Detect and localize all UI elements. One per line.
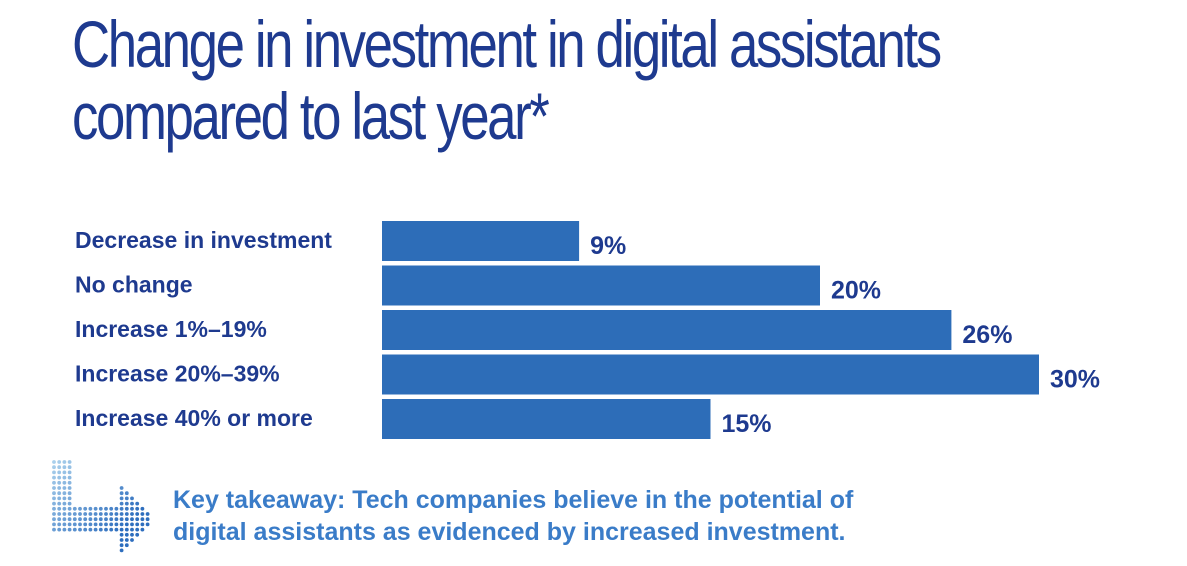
value-label: 26%	[962, 321, 1012, 349]
value-label: 9%	[590, 232, 626, 260]
key-takeaway-line-1: Key takeaway: Tech companies believe in …	[173, 486, 854, 514]
value-label: 20%	[831, 277, 881, 305]
bar	[382, 310, 952, 350]
category-label: Increase 40% or more	[75, 405, 313, 431]
dotted-arrow-icon	[52, 460, 150, 553]
bar-chart: Decrease in investment 9% No change 20% Incr…	[75, 221, 1100, 439]
key-takeaway-line-2: digital assistants as evidenced by incre…	[173, 518, 846, 546]
chart-title: Change in investment in digital assistan…	[72, 8, 952, 152]
bar	[382, 354, 1039, 395]
bar	[382, 265, 820, 306]
bar	[382, 399, 711, 439]
bar	[382, 221, 580, 261]
category-label: No change	[75, 272, 193, 298]
value-label: 30%	[1050, 366, 1100, 394]
chart-title-line-1: Change in investment in digital assistan…	[72, 7, 942, 81]
key-takeaway: Key takeaway: Tech companies believe in …	[173, 484, 1173, 548]
category-label: Decrease in investment	[75, 227, 332, 253]
category-label: Increase 1%–19%	[75, 316, 267, 342]
chart-title-line-2: compared to last year*	[72, 79, 550, 153]
category-label: Increase 20%–39%	[75, 361, 280, 387]
value-label: 15%	[722, 410, 772, 438]
